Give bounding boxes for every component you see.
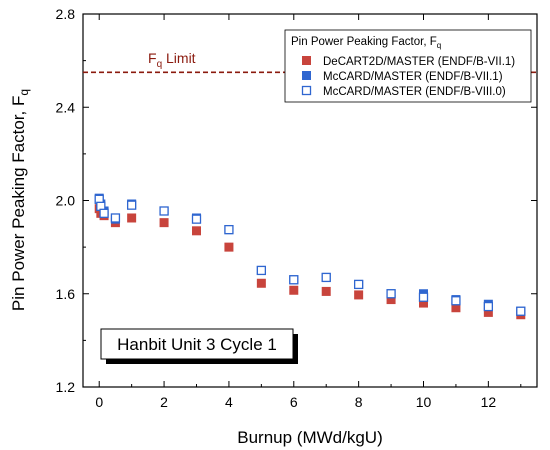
limit-label-rest: Limit	[162, 50, 196, 66]
x-tick-label: 12	[481, 394, 497, 410]
annotation: Hanbit Unit 3 Cycle 1	[100, 328, 298, 364]
legend-label-decart: DeCART2D/MASTER (ENDF/B-VII.1)	[323, 56, 515, 68]
x-tick-label: 10	[416, 394, 432, 410]
x-tick-label: 0	[95, 394, 103, 410]
series-1	[94, 193, 526, 316]
data-point	[483, 301, 494, 312]
legend-marker-mccard-viii	[301, 85, 312, 96]
legend-title: Pin Power Peaking Factor, Fq	[291, 36, 441, 50]
data-point	[192, 226, 201, 236]
y-tick-label: 2.8	[56, 6, 76, 22]
data-point	[224, 224, 234, 235]
legend-marker-mccard-vii	[302, 71, 311, 80]
data-point	[419, 298, 428, 308]
legend-label-mccard-viii: McCARD/MASTER (ENDF/B-VIII.0)	[323, 86, 506, 98]
limit-label-main: F	[148, 50, 157, 66]
data-point	[418, 292, 429, 302]
data-point	[159, 206, 169, 216]
y-axis-title-main: Pin Power Peaking Factor, F	[9, 96, 28, 311]
data-point	[451, 303, 461, 313]
legend: Pin Power Peaking Factor, Fq DeCART2D/MA…	[284, 29, 532, 103]
data-point	[256, 265, 267, 276]
data-point	[386, 295, 396, 305]
y-axis-title-sub: q	[17, 89, 31, 96]
data-point	[191, 214, 202, 224]
series-layer	[94, 193, 526, 320]
data-point	[321, 286, 331, 296]
legend-box	[284, 29, 532, 103]
data-point	[256, 278, 266, 288]
limit-label-sub: q	[157, 59, 163, 70]
y-tick-label: 1.6	[56, 286, 76, 302]
legend-title-sub: q	[437, 41, 441, 50]
x-tick-label: 8	[355, 394, 363, 410]
y-axis-title: Pin Power Peaking Factor, Fq	[9, 89, 31, 311]
data-point	[289, 285, 299, 295]
x-tick-label: 6	[290, 394, 298, 410]
data-point	[126, 200, 137, 210]
x-tick-label: 2	[160, 394, 168, 410]
limit-label: Fq Limit	[148, 50, 196, 70]
data-point	[516, 306, 526, 316]
x-axis-title: Burnup (MWd/kgU)	[237, 428, 382, 447]
data-point	[99, 208, 109, 218]
x-tick-label: 4	[225, 394, 233, 410]
annotation-box	[100, 328, 294, 360]
y-tick-label: 1.2	[56, 379, 76, 395]
axis-layer: 0 2 4 6 8 10 12 1.2 1.6 2.0 2.4 2.8	[56, 6, 537, 410]
data-point	[159, 218, 169, 228]
data-point	[483, 307, 493, 317]
data-point	[127, 213, 137, 223]
data-point	[110, 213, 121, 223]
data-point	[224, 242, 234, 252]
data-point	[354, 290, 364, 300]
y-tick-label: 2.0	[56, 193, 76, 209]
data-point	[289, 275, 299, 285]
legend-label-mccard-vii: McCARD/MASTER (ENDF/B-VII.1)	[323, 71, 503, 83]
annotation-text: Hanbit Unit 3 Cycle 1	[117, 335, 277, 354]
data-point	[451, 296, 461, 306]
legend-title-main: Pin Power Peaking Factor, F	[291, 36, 437, 48]
data-point	[386, 289, 396, 299]
data-point	[321, 272, 331, 283]
legend-marker-decart	[302, 56, 311, 65]
series-0	[94, 204, 526, 320]
series-2	[94, 194, 526, 316]
data-point	[353, 279, 364, 290]
y-tick-label: 2.4	[56, 99, 76, 115]
